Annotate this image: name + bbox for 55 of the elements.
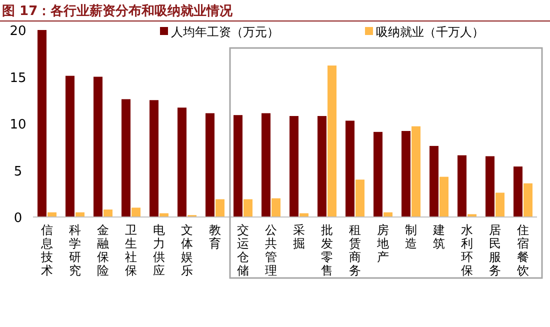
bar <box>38 30 46 217</box>
x-tick-label: 科学研究 <box>69 223 81 278</box>
bar <box>150 100 158 217</box>
x-tick-label: 公共管理 <box>265 223 277 278</box>
x-tick-label: 居民服务 <box>489 223 501 278</box>
y-tick-label: 5 <box>14 164 22 180</box>
bar <box>402 130 410 217</box>
bar <box>514 166 522 217</box>
x-tick-label: 批发零售 <box>321 223 333 278</box>
x-tick-label: 水利环保 <box>461 223 473 278</box>
bar <box>66 76 74 217</box>
x-tick-label: 信息技术 <box>40 223 53 278</box>
bar <box>132 208 140 217</box>
bar <box>346 120 354 217</box>
x-tick-label: 租赁商务 <box>349 223 361 278</box>
bar <box>272 198 280 217</box>
y-tick-label: 15 <box>10 70 26 86</box>
bar <box>430 146 438 217</box>
bar <box>318 116 326 217</box>
y-tick-label: 10 <box>10 118 26 132</box>
x-tick-label: 制造 <box>405 223 417 250</box>
bar <box>486 156 494 217</box>
bar <box>524 183 532 217</box>
x-tick-label: 金融保险 <box>97 223 109 278</box>
bar <box>262 113 270 217</box>
bar <box>290 116 298 217</box>
x-tick-label: 教育 <box>209 223 221 250</box>
bar <box>94 76 102 217</box>
bar <box>178 108 186 217</box>
x-tick-label: 电力供应 <box>153 223 165 278</box>
y-tick-label: 0 <box>14 211 22 226</box>
bar <box>328 66 336 217</box>
bar <box>216 199 224 217</box>
chart-title: 图 17：各行业薪资分布和吸纳就业情况 <box>2 3 234 19</box>
x-tick-label: 卫生社保 <box>125 223 137 278</box>
legend-label: 人均年工资（万元） <box>171 25 279 39</box>
x-tick-label: 文体娱乐 <box>181 223 193 278</box>
bar <box>356 180 364 217</box>
x-tick-label: 交运仓储 <box>237 223 249 278</box>
bar <box>206 113 214 217</box>
x-tick-label: 采掘 <box>293 223 305 250</box>
bar <box>412 126 420 217</box>
bar <box>458 155 466 217</box>
y-tick-label: 20 <box>10 24 26 39</box>
bar <box>122 99 130 217</box>
legend-label: 吸纳就业（千万人） <box>376 25 484 39</box>
x-tick-label: 建筑 <box>432 223 445 250</box>
bar <box>104 210 112 217</box>
bar <box>244 199 252 217</box>
bar <box>374 132 382 217</box>
x-tick-label: 房地产 <box>376 223 389 264</box>
bar <box>496 192 504 217</box>
bar <box>234 115 242 217</box>
x-tick-label: 住宿餐饮 <box>516 223 529 278</box>
bar <box>440 176 448 217</box>
